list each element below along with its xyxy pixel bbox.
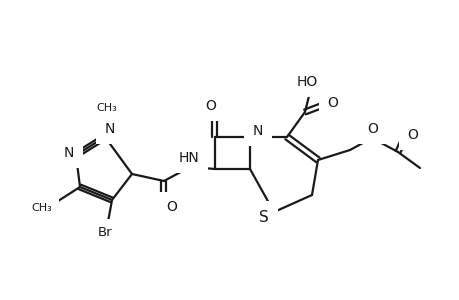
Text: CH₃: CH₃ [32,203,52,213]
Text: N: N [252,124,263,138]
Text: N: N [105,122,115,136]
Text: HO: HO [296,75,317,89]
Text: HN: HN [178,151,199,165]
Text: S: S [258,211,269,226]
Text: N: N [64,146,74,160]
Text: O: O [327,96,338,110]
Text: Br: Br [97,226,112,239]
Text: O: O [367,122,378,136]
Text: O: O [205,99,216,113]
Text: O: O [407,128,418,142]
Text: CH₃: CH₃ [96,103,117,113]
Text: O: O [166,200,177,214]
